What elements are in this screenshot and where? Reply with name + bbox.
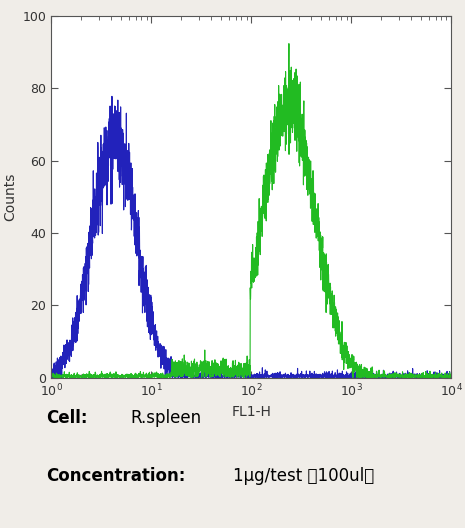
Y-axis label: Counts: Counts <box>3 173 17 221</box>
Text: R.spleen: R.spleen <box>130 409 201 427</box>
Text: Concentration:: Concentration: <box>46 467 186 485</box>
Text: 1μg/test （100ul）: 1μg/test （100ul） <box>232 467 374 485</box>
Text: Cell:: Cell: <box>46 409 88 427</box>
X-axis label: FL1-H: FL1-H <box>231 404 271 419</box>
